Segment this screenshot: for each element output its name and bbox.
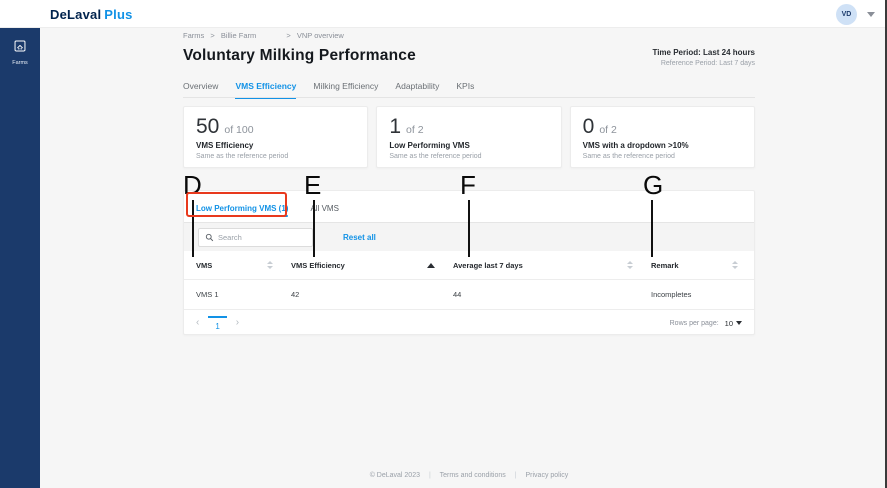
tab-overview[interactable]: Overview	[183, 81, 219, 91]
stat-value: 50	[196, 115, 220, 138]
time-period-block: Time Period: Last 24 hours Reference Per…	[652, 48, 755, 67]
breadcrumb-item-vnp[interactable]: VNP overview	[296, 31, 344, 40]
annotation-letter-e: E	[304, 170, 322, 200]
stat-cards: 50 of 100 VMS Efficiency Same as the ref…	[183, 106, 755, 168]
sort-icon[interactable]	[267, 261, 273, 269]
stat-subtitle: Same as the reference period	[582, 153, 675, 160]
stat-of-text: of 2	[406, 124, 424, 136]
breadcrumb: Farms > Billie Farm > VNP overview	[183, 31, 348, 40]
sort-icon[interactable]	[627, 261, 633, 269]
avatar-caret-icon[interactable]	[867, 12, 875, 17]
stat-card-low-performing: 1 of 2 Low Performing VMS Same as the re…	[376, 106, 562, 168]
stat-of-text: of 100	[224, 124, 254, 136]
tab-kpis[interactable]: KPIs	[456, 81, 475, 91]
next-page-icon[interactable]: ›	[235, 317, 240, 328]
stat-title: VMS with a dropdown >10%	[582, 141, 689, 150]
column-label: VMS Efficiency	[291, 260, 345, 270]
page-footer: © DeLaval 2023 | Terms and conditions | …	[183, 472, 755, 479]
column-label: Average last 7 days	[453, 260, 523, 270]
terms-link[interactable]: Terms and conditions	[439, 472, 506, 479]
privacy-link[interactable]: Privacy policy	[525, 472, 569, 479]
page-number[interactable]: 1	[208, 315, 227, 331]
stat-card-dropdown: 0 of 2 VMS with a dropdown >10% Same as …	[569, 106, 755, 168]
column-label: Remark	[651, 260, 679, 270]
footer-separator: |	[514, 472, 517, 479]
chevron-down-icon	[736, 321, 742, 325]
annotation-letter-f: F	[460, 170, 476, 200]
tab-adaptability[interactable]: Adaptability	[395, 81, 440, 91]
annotation-letter-d: D	[183, 170, 202, 200]
breadcrumb-item-farm[interactable]: Billie Farm	[220, 31, 257, 40]
time-period-label: Time Period: Last 24 hours	[652, 48, 755, 57]
column-header-remark[interactable]: Remark	[651, 261, 742, 270]
annotation-line-e	[313, 200, 315, 257]
stat-value: 0	[582, 115, 595, 138]
rows-per-page-value: 10	[724, 318, 733, 328]
page-title: Voluntary Milking Performance	[183, 47, 416, 64]
logo-primary: DeLaval	[50, 7, 102, 22]
annotation-highlight-box	[186, 192, 287, 217]
stat-value: 1	[389, 115, 402, 138]
sort-icon[interactable]	[732, 261, 738, 269]
sidebar-item-farms[interactable]: Farms	[0, 28, 40, 66]
farms-icon	[14, 40, 26, 52]
top-bar: DeLaval Plus VD	[0, 0, 887, 28]
search-input[interactable]	[218, 232, 298, 242]
previous-page-icon[interactable]: ‹	[196, 317, 200, 328]
tabs-divider	[183, 97, 755, 98]
breadcrumb-item-farms[interactable]: Farms	[183, 31, 205, 40]
rows-per-page: Rows per page: 10	[670, 319, 742, 328]
column-header-vms-efficiency[interactable]: VMS Efficiency	[291, 261, 453, 270]
avatar[interactable]: VD	[836, 4, 857, 25]
stat-of-text: of 2	[599, 124, 617, 136]
nav-tabs: Overview VMS Efficiency Milking Efficien…	[183, 81, 755, 99]
stat-subtitle: Same as the reference period	[389, 153, 482, 160]
reference-period-label: Reference Period: Last 7 days	[660, 60, 755, 67]
delaval-plus-logo: DeLaval Plus	[50, 7, 133, 22]
window-edge	[885, 0, 887, 488]
column-header-average[interactable]: Average last 7 days	[453, 261, 651, 270]
rows-per-page-select[interactable]: 10	[725, 319, 742, 328]
table-header-row: VMS VMS Efficiency Average last 7 days R…	[184, 251, 754, 279]
search-icon	[205, 233, 214, 241]
tab-all-vms[interactable]: All VMS	[310, 204, 339, 213]
stat-card-vms-efficiency: 50 of 100 VMS Efficiency Same as the ref…	[183, 106, 369, 168]
pagination-row: ‹ 1 › Rows per page: 10	[184, 309, 754, 336]
sidebar: Farms	[0, 28, 40, 488]
column-header-vms[interactable]: VMS	[196, 261, 291, 270]
cell-remark: Incompletes	[651, 290, 692, 299]
rows-per-page-label: Rows per page:	[669, 319, 719, 327]
table-row[interactable]: VMS 1 42 44 Incompletes	[184, 279, 754, 309]
stat-title: Low Performing VMS	[389, 141, 470, 150]
logo-secondary: Plus	[104, 7, 133, 22]
reset-all-button[interactable]: Reset all	[343, 232, 376, 242]
tab-milking-efficiency[interactable]: Milking Efficiency	[313, 81, 379, 91]
stat-subtitle: Same as the reference period	[196, 153, 289, 160]
cell-average: 44	[453, 290, 462, 299]
sidebar-item-label: Farms	[12, 60, 28, 66]
footer-separator: |	[428, 472, 431, 479]
cell-efficiency: 42	[291, 290, 300, 299]
annotation-line-g	[651, 200, 653, 257]
pagination-nav: ‹ 1 ›	[196, 315, 240, 331]
tab-vms-efficiency[interactable]: VMS Efficiency	[235, 81, 297, 99]
breadcrumb-separator: >	[286, 31, 291, 40]
annotation-line-d	[192, 200, 194, 257]
column-label: VMS	[196, 260, 213, 270]
cell-vms: VMS 1	[196, 290, 219, 299]
annotation-letter-g: G	[643, 170, 664, 200]
copyright-text: © DeLaval 2023	[369, 472, 420, 479]
content-area: Farms > Billie Farm > VNP overview Volun…	[183, 28, 755, 488]
stat-title: VMS Efficiency	[196, 141, 254, 150]
sort-ascending-icon[interactable]	[427, 262, 435, 268]
search-box[interactable]	[198, 227, 313, 247]
annotation-line-f	[468, 200, 470, 257]
breadcrumb-separator: >	[210, 31, 215, 40]
